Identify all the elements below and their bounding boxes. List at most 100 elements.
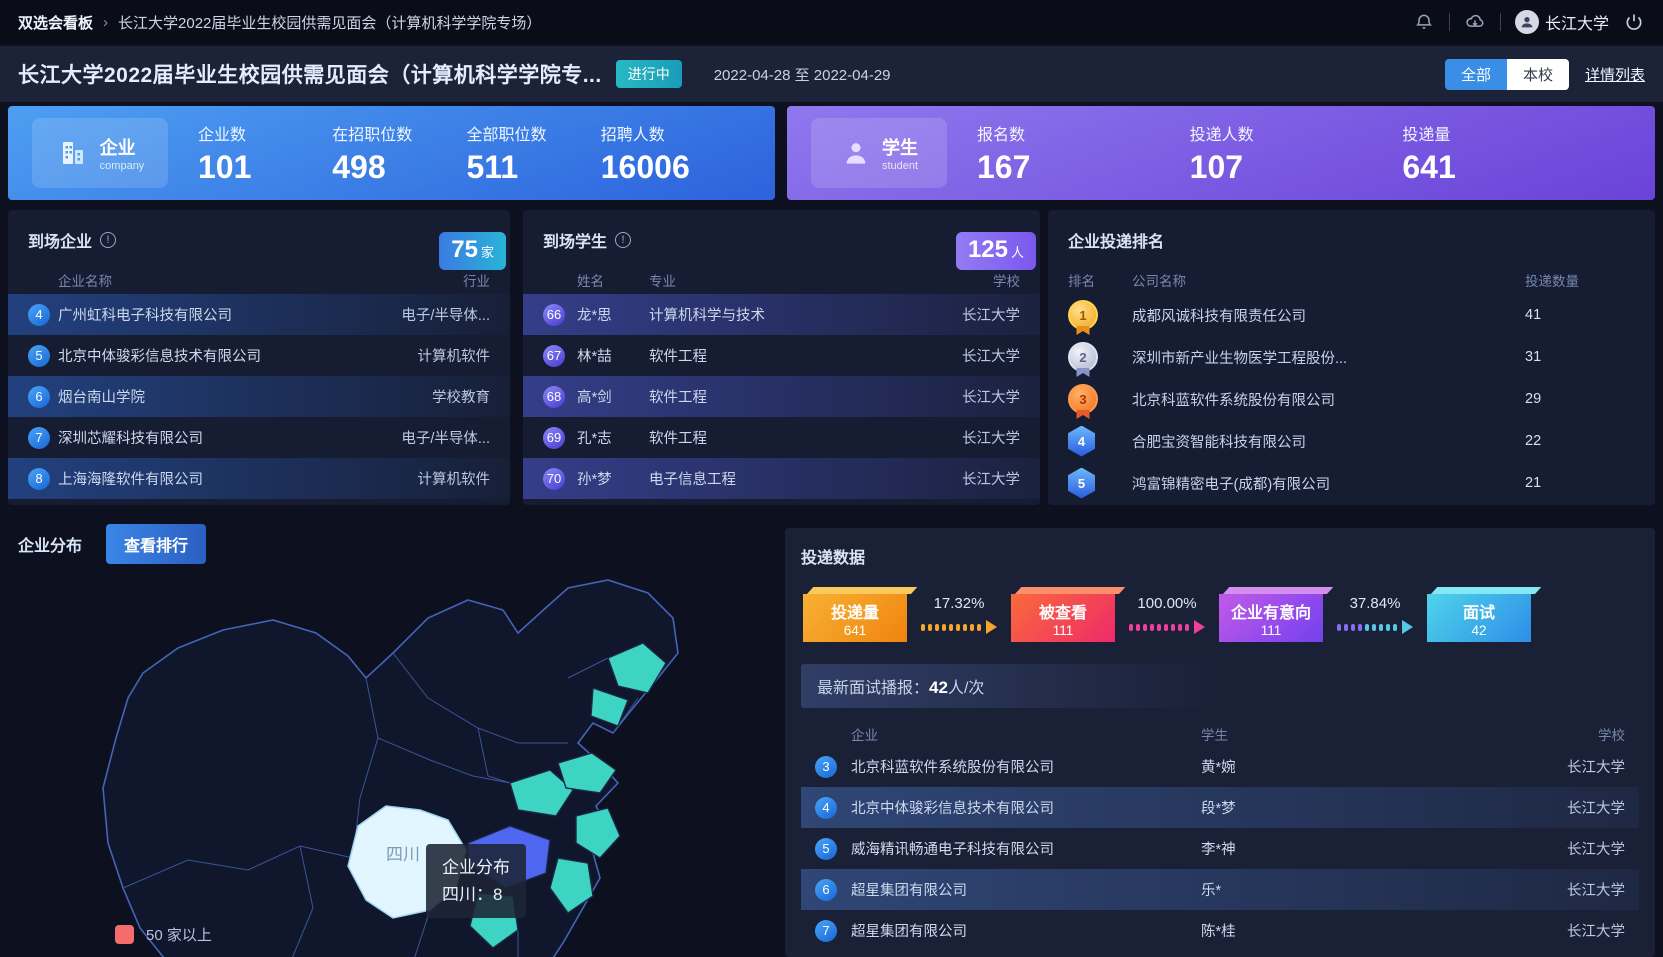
row-number-badge: 70	[543, 467, 565, 490]
stat-item: 企业数 101	[198, 121, 332, 186]
student-name: 林*喆	[577, 349, 612, 365]
industry: 学校教育	[432, 390, 490, 406]
school: 长江大学	[962, 349, 1020, 365]
funnel-segment: 100.00% 企业有意向 111	[1115, 594, 1323, 642]
major: 软件工程	[649, 390, 707, 406]
student-row: 66 龙*思 计算机科学与技术 长江大学	[523, 294, 1040, 335]
company-name: 鸿富锦精密电子(成都)有限公司	[1132, 476, 1331, 493]
ranking-row: 4 合肥宝资智能科技有限公司 22	[1048, 420, 1655, 462]
map-legend: 50 家以上	[115, 924, 212, 945]
interview-row: 5 威海精讯畅通电子科技有限公司 李*神 长江大学	[801, 828, 1639, 869]
col-school: 学校	[1598, 728, 1625, 743]
company-ranking-panel: 企业投递排名 排名 公司名称 投递数量 1 成都风诚科技有限责任公司 41 2 …	[1048, 210, 1655, 505]
divider	[1499, 13, 1501, 31]
panel-title: 到场企业	[28, 234, 93, 251]
distribution-title: 企业分布	[18, 538, 83, 555]
funnel-block: 面试 42	[1427, 594, 1531, 642]
stat-label: 全部职位数	[466, 126, 547, 144]
companies-table: 企业名称 行业 4 广州虹科电子科技有限公司 电子/半导体... 5 北京中体骏…	[8, 266, 510, 499]
ranking-row: 2 深圳市新产业生物医学工程股份... 31	[1048, 336, 1655, 378]
row-number-badge: 7	[815, 919, 837, 942]
funnel-arrow: 37.84%	[1337, 595, 1413, 642]
student-row: 68 高*剑 软件工程 长江大学	[523, 376, 1040, 417]
toggle-all-button[interactable]: 全部	[1444, 58, 1507, 90]
school: 长江大学	[962, 472, 1020, 488]
scope-toggle: 全部 本校	[1444, 58, 1569, 90]
stat-item: 投递人数 107	[1190, 121, 1403, 186]
funnel-label: 面试	[1462, 604, 1495, 622]
funnel-value: 111	[1052, 622, 1074, 638]
panel-title: 企业投递排名	[1068, 234, 1165, 251]
company-stat-card: 企业 company 企业数 101 在招职位数 498 全部职位数 511	[8, 106, 775, 200]
funnel-segment: 17.32% 被查看 111	[907, 594, 1115, 642]
rank-medal-icon: 5	[1068, 467, 1095, 499]
buildings-icon	[62, 142, 83, 164]
student-tile-sublabel: student	[881, 160, 919, 172]
company-name: 深圳市新产业生物医学工程股份...	[1132, 350, 1348, 367]
stat-value: 16006	[600, 148, 690, 185]
row-number-badge: 6	[815, 878, 837, 901]
school: 长江大学	[962, 431, 1020, 447]
panel-title: 到场学生	[543, 234, 608, 251]
funnel-arrow: 17.32%	[921, 595, 997, 642]
legend-label: 50 家以上	[146, 927, 212, 944]
company-row: 4 广州虹科电子科技有限公司 电子/半导体...	[8, 294, 510, 335]
school: 长江大学	[962, 390, 1020, 406]
company-name: 烟台南山学院	[58, 390, 145, 406]
company-name: 深圳芯耀科技有限公司	[58, 431, 203, 447]
top-nav-bar: 双选会看板 › 长江大学2022届毕业生校园供需见面会（计算机科学学院专场）	[0, 0, 1663, 44]
toggle-school-button[interactable]: 本校	[1506, 58, 1569, 90]
stat-value: 101	[198, 148, 252, 185]
school: 长江大学	[1567, 842, 1625, 858]
col-rank: 排名	[1068, 274, 1095, 289]
student-count-badge: 125 人	[955, 232, 1036, 270]
student-name: 孙*梦	[577, 472, 612, 488]
company-name: 北京科蓝软件系统股份有限公司	[851, 760, 1054, 776]
stat-item: 招聘人数 16006	[601, 121, 735, 186]
cloud-download-icon[interactable]	[1464, 11, 1486, 33]
company-count-badge: 75 家	[439, 232, 506, 270]
user-name: 长江大学	[1544, 16, 1609, 33]
stat-value: 107	[1189, 148, 1244, 185]
delivery-count: 41	[1525, 307, 1542, 323]
company-name: 北京中体骏彩信息技术有限公司	[58, 349, 261, 365]
ranking-row: 3 北京科蓝软件系统股份有限公司 29	[1048, 378, 1655, 420]
stat-value: 498	[332, 148, 386, 185]
broadcast-unit: 人/次	[947, 680, 985, 697]
dotted-arrow-icon	[921, 620, 997, 634]
student-tile: 学生 student	[811, 118, 947, 188]
company-name: 超星集团有限公司	[851, 924, 967, 940]
arrived-companies-panel: 到场企业 ! 75 家 企业名称 行业 4 广州虹科电子科技有限公司 电子/半导体…	[8, 210, 510, 505]
company-tile-label: 企业	[99, 138, 136, 158]
user-account[interactable]: 长江大学	[1514, 10, 1609, 34]
interview-broadcast: 最新面试播报：42人/次	[801, 664, 1221, 708]
china-map[interactable]: 四川	[48, 558, 748, 957]
ranking-row: 5 鸿富锦精密电子(成都)有限公司 21	[1048, 462, 1655, 504]
company-name: 上海海隆软件有限公司	[58, 472, 203, 488]
funnel-arrow: 100.00%	[1129, 595, 1205, 642]
power-icon[interactable]	[1623, 11, 1645, 33]
delivery-count: 21	[1525, 475, 1542, 491]
industry: 电子/半导体...	[401, 431, 490, 447]
view-ranking-button[interactable]: 查看排行	[106, 524, 207, 564]
student-row: 67 林*喆 软件工程 长江大学	[523, 335, 1040, 376]
detail-list-link[interactable]: 详情列表	[1584, 66, 1645, 84]
rank-medal-icon: 4	[1068, 425, 1095, 457]
company-name: 超星集团有限公司	[851, 883, 967, 899]
delivery-count: 29	[1525, 391, 1542, 407]
col-school: 学校	[993, 274, 1020, 289]
divider	[1448, 13, 1450, 31]
row-number-badge: 6	[28, 385, 50, 408]
info-icon[interactable]: !	[615, 232, 632, 248]
row-number-badge: 66	[543, 303, 565, 326]
stat-value: 641	[1402, 148, 1456, 185]
row-number-badge: 67	[543, 344, 565, 367]
breadcrumb-root[interactable]: 双选会看板	[18, 14, 94, 32]
conversion-rate: 100.00%	[1137, 595, 1197, 612]
info-icon[interactable]: !	[100, 232, 117, 248]
company-name: 广州虹科电子科技有限公司	[58, 308, 232, 324]
delivery-title: 投递数据	[801, 550, 866, 567]
bell-icon[interactable]	[1413, 11, 1435, 33]
funnel-block: 被查看 111	[1011, 594, 1115, 642]
col-count: 投递数量	[1525, 274, 1579, 289]
